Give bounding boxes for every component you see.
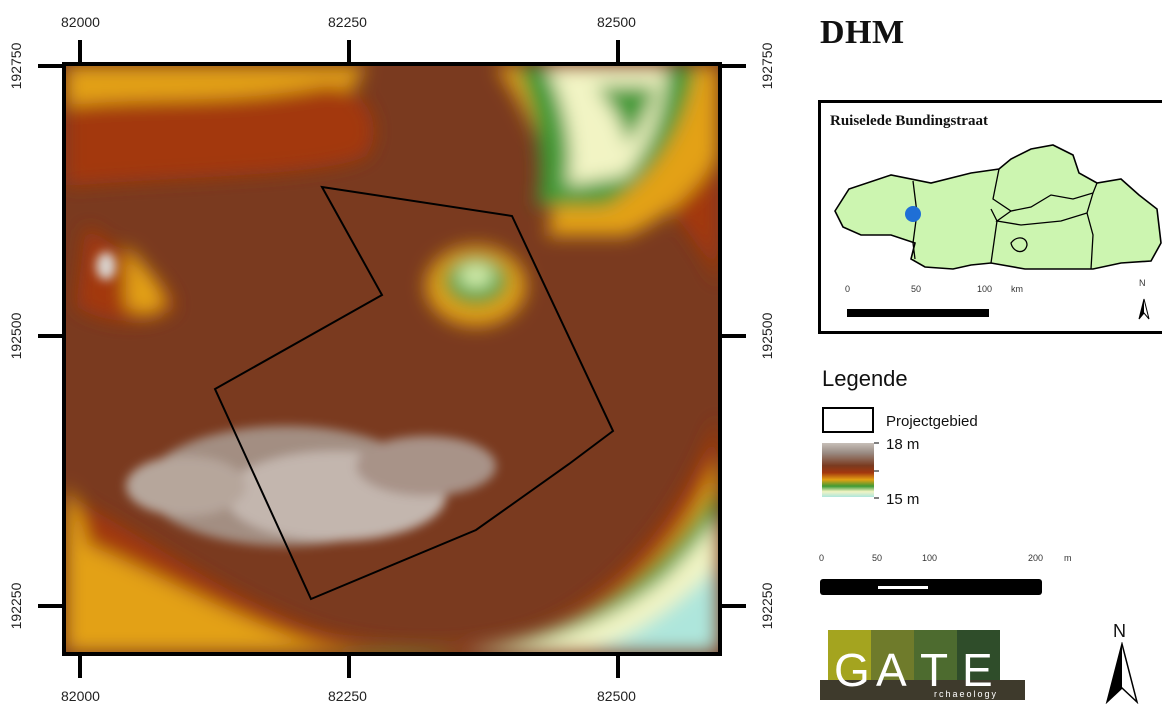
logo-letter-a: A [876, 644, 907, 696]
y-tick-right-192500: 192500 [759, 312, 775, 360]
legend-elevation-min: 15 m [886, 491, 920, 508]
legend-title: Legende [822, 366, 908, 391]
inset-title: Ruiselede Bundingstraat [830, 113, 988, 129]
region-shape [834, 144, 1162, 270]
legend-elevation-max: 18 m [886, 436, 920, 453]
legend-project-area-label: Projectgebied [886, 413, 978, 430]
scale-label-100: 100 [922, 553, 938, 563]
x-tick-bottom-82250: 82250 [328, 688, 367, 704]
map-title: DHM [820, 14, 905, 51]
inset-scale-unit: km [1011, 284, 1023, 294]
logo-subtitle: rchaeology [934, 689, 998, 699]
logo-letter-e: E [962, 644, 993, 696]
y-tick-right-192250: 192250 [759, 582, 775, 630]
north-arrow-label: N [1113, 621, 1126, 641]
scale-label-50: 50 [872, 553, 883, 563]
inset-scale-100: 100 [977, 284, 993, 294]
gate-archaeology-logo: G A T E rchaeology [820, 630, 1025, 700]
scale-label-0: 0 [819, 553, 825, 563]
y-tick-right-192750: 192750 [759, 42, 775, 90]
legend-project-area-swatch [822, 407, 874, 433]
logo-letter-g: G [834, 644, 870, 696]
legend-ramp-ticks [874, 442, 879, 499]
location-marker [905, 206, 921, 222]
scale-label-200: 200 [1028, 553, 1044, 563]
map-tick-marks [38, 40, 746, 678]
x-tick-bottom-82000: 82000 [61, 688, 100, 704]
logo-letter-t: T [920, 644, 948, 696]
legend-elevation-ramp [822, 443, 874, 497]
inset-scale-50: 50 [911, 284, 922, 294]
inset-locator-map: Ruiselede Bundingstraat 0 50 100 km N [818, 100, 1162, 334]
inset-north-label: N [1139, 278, 1146, 288]
logo-graphic: G A T E rchaeology [820, 630, 1025, 700]
inset-scale-0: 0 [845, 284, 851, 294]
x-tick-top-82000: 82000 [61, 14, 100, 30]
x-tick-bottom-82500: 82500 [597, 688, 636, 704]
elevation-raster [66, 66, 718, 652]
x-tick-top-82500: 82500 [597, 14, 636, 30]
elevation-map[interactable] [62, 62, 722, 656]
project-area-outline[interactable] [213, 185, 615, 601]
region-outline [834, 144, 1162, 320]
north-arrow-icon [1105, 642, 1139, 704]
scale-label-unit: m [1064, 553, 1072, 563]
scale-bar [820, 579, 1042, 595]
x-tick-top-82250: 82250 [328, 14, 367, 30]
